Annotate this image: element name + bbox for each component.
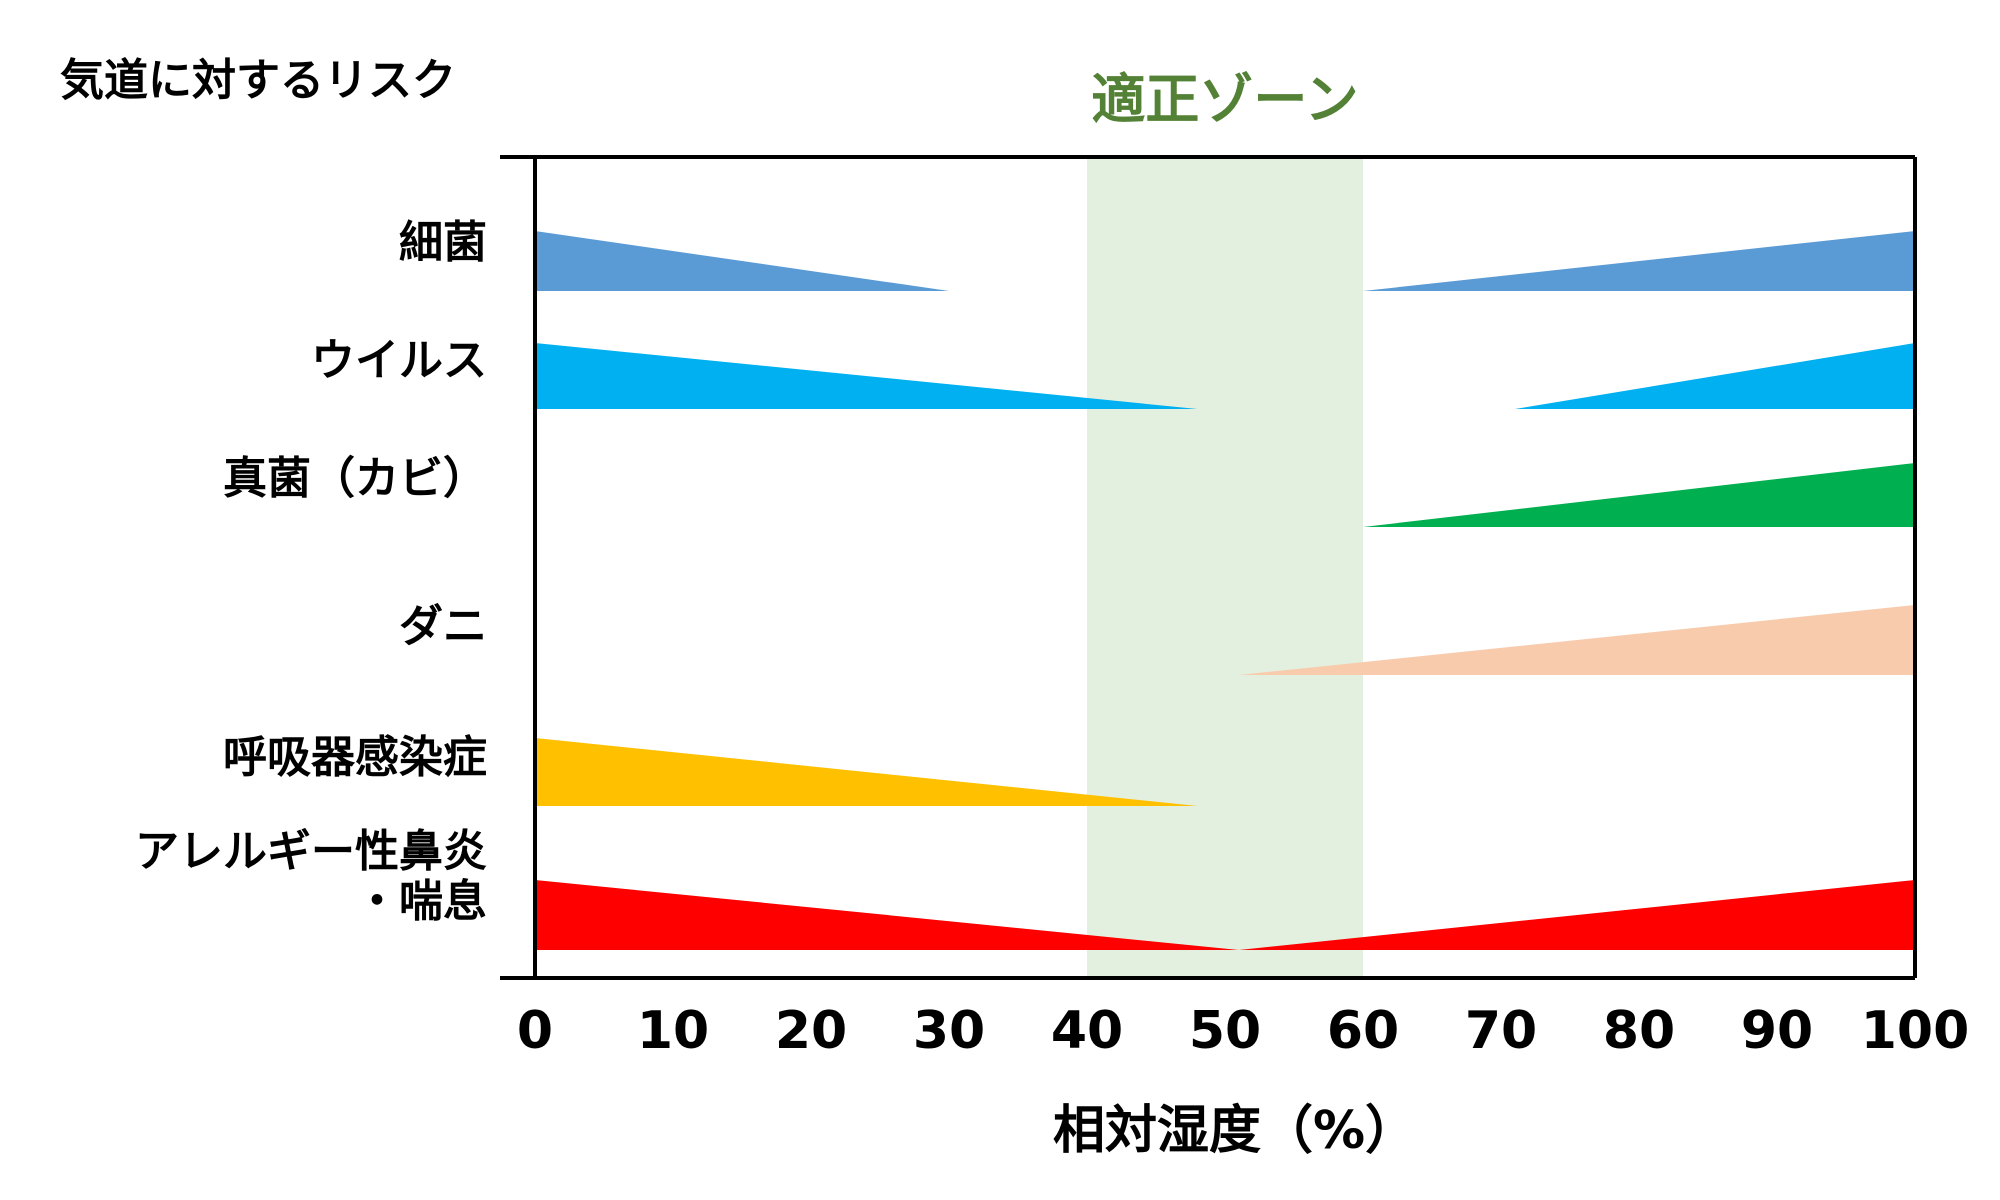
risk-label-4-line-1: ダニ [399, 601, 487, 652]
x-tick-label-90: 90 [1741, 1001, 1813, 1061]
risk-wedge-6-2 [1238, 880, 1915, 950]
x-tick-label-20: 20 [775, 1001, 847, 1061]
risk-wedge-5-1 [535, 738, 1198, 806]
x-tick-label-10: 10 [637, 1001, 709, 1061]
risk-wedge-1-1 [535, 231, 949, 291]
chart-title: 気道に対するリスク [60, 55, 456, 106]
x-tick-label-70: 70 [1465, 1001, 1537, 1061]
x-tick-label-40: 40 [1051, 1001, 1123, 1061]
risk-wedge-4-1 [1238, 605, 1915, 675]
risk-wedge-1-2 [1363, 231, 1915, 291]
x-tick-label-80: 80 [1603, 1001, 1675, 1061]
risk-wedge-2-1 [535, 343, 1198, 409]
risk-label-6-line-1: アレルギー性鼻炎 [135, 826, 487, 877]
risk-wedge-2-2 [1514, 343, 1915, 409]
risk-wedge-6-1 [535, 880, 1239, 950]
risk-label-5-line-1: 呼吸器感染症 [223, 732, 487, 783]
risk-label-3-line-1: 真菌（カビ） [223, 453, 487, 504]
x-tick-label-30: 30 [913, 1001, 985, 1061]
x-tick-label-0: 0 [517, 1001, 553, 1061]
risk-label-2-line-1: ウイルス [311, 335, 487, 386]
risk-label-6-line-2: ・喘息 [355, 876, 487, 927]
risk-label-1-line-1: 細菌 [399, 217, 487, 268]
optimal-zone-band [1087, 157, 1363, 978]
x-axis-label: 相対湿度（%） [1053, 1101, 1417, 1161]
risk-wedge-3-1 [1363, 463, 1915, 527]
x-tick-label-100: 100 [1861, 1001, 1970, 1061]
x-tick-label-60: 60 [1327, 1001, 1399, 1061]
x-tick-label-50: 50 [1189, 1001, 1261, 1061]
optimal-zone-label: 適正ゾーン [1091, 68, 1358, 131]
